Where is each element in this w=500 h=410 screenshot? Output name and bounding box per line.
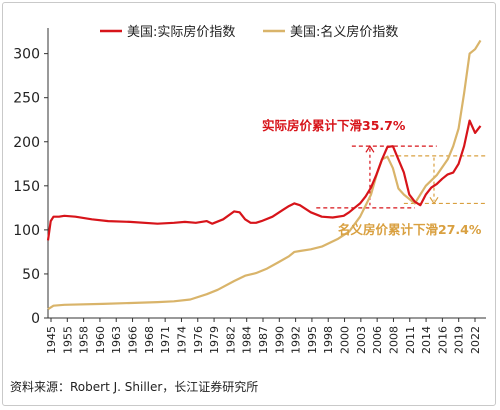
x-tick-label: 1998 [322, 326, 335, 354]
source-note: 资料来源：Robert J. Shiller，长江证券研究所 [10, 380, 259, 394]
x-tick-label: 2008 [387, 326, 400, 354]
x-tick-label: 2016 [436, 326, 449, 354]
y-tick-label: 150 [13, 179, 40, 195]
x-tick-label: 2011 [404, 326, 417, 354]
x-tick-label: 1955 [61, 326, 74, 354]
x-tick-label: 1992 [290, 326, 303, 354]
series-line-real [46, 119, 482, 241]
legend-item-real-label: 美国:实际房价指数 [127, 24, 235, 40]
y-tick-label: 50 [22, 267, 40, 283]
x-tick-label: 1966 [127, 326, 140, 354]
x-tick-label: 1979 [208, 326, 221, 354]
x-tick-label: 1984 [241, 326, 254, 354]
x-tick-label: 1987 [257, 326, 270, 354]
annotation-real-decline: 实际房价累计下滑35.7% [262, 118, 406, 133]
x-tick-label: 2014 [420, 326, 433, 354]
x-tick-label: 1971 [159, 326, 172, 354]
x-tick-label: 1982 [224, 326, 237, 354]
legend-item-nominal-label: 美国:名义房价指数 [290, 24, 398, 40]
y-tick-label: 250 [13, 91, 40, 107]
annotation-nominal-decline: 名义房价累计下滑27.4% [338, 222, 482, 237]
x-tick-label: 2003 [355, 326, 368, 354]
x-tick-label: 1960 [94, 326, 107, 354]
x-tick-label: 1963 [110, 326, 123, 354]
ref-arrowhead-real [365, 145, 375, 153]
y-tick-label: 300 [13, 47, 40, 63]
x-tick-label: 1945 [45, 326, 58, 354]
x-tick-label: 2022 [469, 326, 482, 354]
x-tick-label: 1974 [175, 326, 188, 354]
ref-arrowhead-nominal [429, 196, 439, 205]
y-tick-label: 200 [13, 135, 40, 151]
x-tick-label: 1995 [306, 326, 319, 354]
y-tick-label: 0 [31, 311, 40, 327]
x-tick-label: 1990 [273, 326, 286, 354]
x-tick-label: 1958 [78, 326, 91, 354]
x-tick-label: 2000 [339, 326, 352, 354]
x-tick-label: 1976 [192, 326, 205, 354]
x-tick-label: 2019 [453, 326, 466, 354]
x-tick-label: 1968 [143, 326, 156, 354]
x-tick-label: 2006 [371, 326, 384, 354]
y-tick-label: 100 [13, 223, 40, 239]
series-line-nominal [47, 39, 482, 311]
